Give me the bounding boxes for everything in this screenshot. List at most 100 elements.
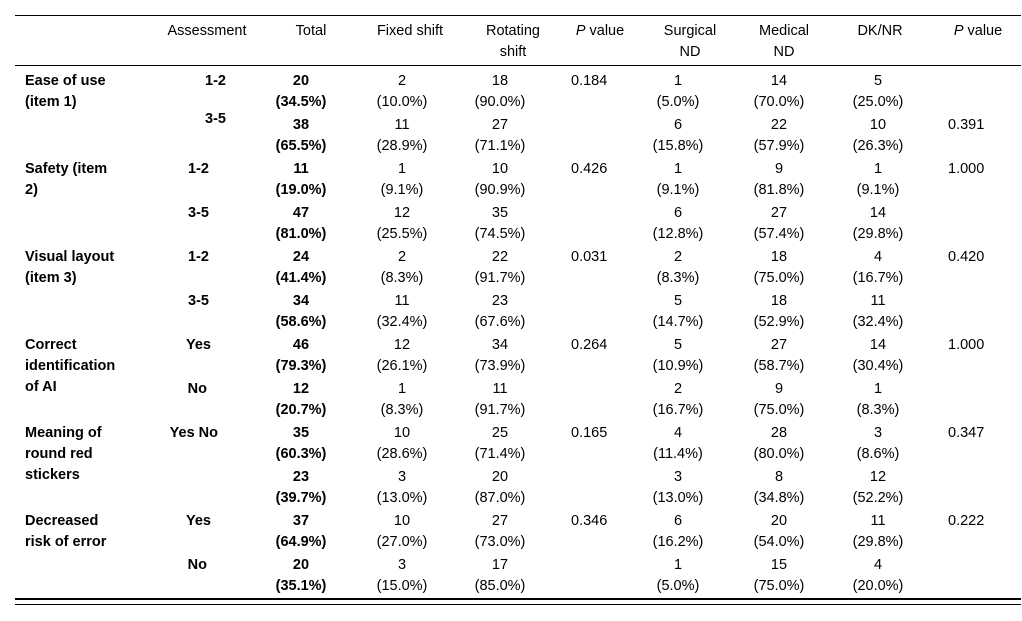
dk-nr-percent: (29.8%): [852, 534, 904, 550]
fixed-shift-cell: 3 (13.0%): [352, 467, 452, 509]
rotating-shift-cell: 23 (67.6%): [450, 291, 550, 333]
surgical-nd-count: 3: [673, 469, 683, 485]
surgical-nd-cell: 6 (16.2%): [638, 511, 718, 553]
header-total: Total: [295, 23, 327, 39]
total-percent: (60.3%): [275, 446, 327, 462]
dk-nr-cell: 11 (32.4%): [838, 291, 918, 333]
assessment-cell: No: [187, 381, 207, 397]
group-label-line: Visual layout: [25, 249, 115, 265]
fixed-shift-count: 10: [393, 513, 411, 529]
group-visual-layout: Visual layout (item 3): [25, 247, 114, 289]
total-count: 47: [292, 205, 310, 221]
medical-nd-cell: 9 (75.0%): [739, 379, 819, 421]
total-cell: 38 (65.5%): [266, 115, 336, 157]
dk-nr-cell: 14 (29.8%): [838, 203, 918, 245]
fixed-shift-percent: (26.1%): [376, 358, 428, 374]
total-percent: (79.3%): [275, 358, 327, 374]
assessment-cell: Yes: [186, 513, 211, 529]
medical-nd-cell: 18 (75.0%): [739, 247, 819, 289]
dk-nr-count: 10: [869, 117, 887, 133]
group-label-line: round red: [25, 446, 93, 462]
assessment-cell: 3-5: [188, 293, 209, 309]
fixed-shift-cell: 11 (28.9%): [352, 115, 452, 157]
total-count: 38: [292, 117, 310, 133]
group-label-line: Decreased: [25, 513, 99, 529]
fixed-shift-cell: 3 (15.0%): [352, 555, 452, 597]
rotating-shift-count: 35: [491, 205, 509, 221]
header-assessment: Assessment: [167, 23, 247, 39]
p-value-cell: 0.165: [571, 425, 608, 441]
surgical-nd-count: 6: [673, 117, 683, 133]
medical-nd-percent: (80.0%): [753, 446, 805, 462]
dk-nr-cell: 14 (30.4%): [838, 335, 918, 377]
medical-nd-count: 28: [770, 425, 788, 441]
fixed-shift-count: 10: [393, 425, 411, 441]
medical-nd-cell: 27 (58.7%): [739, 335, 819, 377]
rotating-shift-cell: 10 (90.9%): [450, 159, 550, 201]
header-medical-line2: ND: [773, 44, 795, 60]
total-percent: (35.1%): [275, 578, 327, 594]
rotating-shift-count: 22: [491, 249, 509, 265]
group-label-line: 2): [25, 182, 38, 198]
rotating-shift-cell: 22 (91.7%): [450, 247, 550, 289]
fixed-shift-percent: (9.1%): [380, 182, 424, 198]
rotating-shift-cell: 34 (73.9%): [450, 335, 550, 377]
medical-nd-percent: (52.9%): [753, 314, 805, 330]
medical-nd-percent: (57.9%): [753, 138, 805, 154]
assessment-cell: 1-2: [188, 249, 209, 265]
rotating-shift-count: 27: [491, 117, 509, 133]
medical-nd-count: 18: [770, 249, 788, 265]
rotating-shift-percent: (87.0%): [474, 490, 526, 506]
p-value-cell: 0.264: [571, 337, 608, 353]
surgical-nd-cell: 1 (9.1%): [638, 159, 718, 201]
fixed-shift-percent: (8.3%): [380, 270, 424, 286]
assessment-cell: 1-2: [188, 161, 209, 177]
medical-nd-count: 15: [770, 557, 788, 573]
group-decreased-risk: Decreased risk of error: [25, 511, 106, 553]
header-rotating-shift: Rotating shift: [463, 21, 563, 63]
surgical-nd-cell: 6 (12.8%): [638, 203, 718, 245]
group-safety: Safety (item 2): [25, 159, 107, 201]
fixed-shift-count: 3: [397, 469, 407, 485]
assessment-cell: 1-2: [205, 73, 226, 89]
fixed-shift-count: 3: [397, 557, 407, 573]
group-correct-identification: Correct identification of AI: [25, 335, 115, 398]
dk-nr-percent: (8.6%): [856, 446, 900, 462]
surgical-nd-count: 2: [673, 249, 683, 265]
total-cell: 37 (64.9%): [266, 511, 336, 553]
p-value-2-cell: 0.391: [948, 117, 985, 133]
total-percent: (34.5%): [275, 94, 327, 110]
group-label-line: Meaning of: [25, 425, 102, 441]
total-cell: 20 (35.1%): [266, 555, 336, 597]
fixed-shift-percent: (28.9%): [376, 138, 428, 154]
fixed-shift-percent: (15.0%): [376, 578, 428, 594]
header-surgical-nd: Surgical ND: [650, 21, 730, 63]
dk-nr-percent: (8.3%): [856, 402, 900, 418]
medical-nd-percent: (70.0%): [753, 94, 805, 110]
rotating-shift-percent: (67.6%): [474, 314, 526, 330]
surgical-nd-count: 4: [673, 425, 683, 441]
dk-nr-count: 1: [873, 161, 883, 177]
group-label-line: Correct: [25, 337, 77, 353]
dk-nr-cell: 1 (9.1%): [838, 159, 918, 201]
medical-nd-cell: 18 (52.9%): [739, 291, 819, 333]
rotating-shift-count: 27: [491, 513, 509, 529]
dk-nr-count: 4: [873, 557, 883, 573]
total-count: 46: [292, 337, 310, 353]
surgical-nd-cell: 5 (10.9%): [638, 335, 718, 377]
rotating-shift-percent: (91.7%): [474, 402, 526, 418]
dk-nr-percent: (30.4%): [852, 358, 904, 374]
assessment-cell: No: [187, 557, 207, 573]
surgical-nd-count: 1: [673, 557, 683, 573]
total-count: 20: [292, 557, 310, 573]
total-cell: 12 (20.7%): [266, 379, 336, 421]
header-medical-nd: Medical ND: [744, 21, 824, 63]
fixed-shift-count: 12: [393, 337, 411, 353]
medical-nd-cell: 27 (57.4%): [739, 203, 819, 245]
total-count: 24: [292, 249, 310, 265]
medical-nd-percent: (54.0%): [753, 534, 805, 550]
fixed-shift-cell: 1 (8.3%): [352, 379, 452, 421]
rotating-shift-cell: 35 (74.5%): [450, 203, 550, 245]
surgical-nd-percent: (15.8%): [652, 138, 704, 154]
